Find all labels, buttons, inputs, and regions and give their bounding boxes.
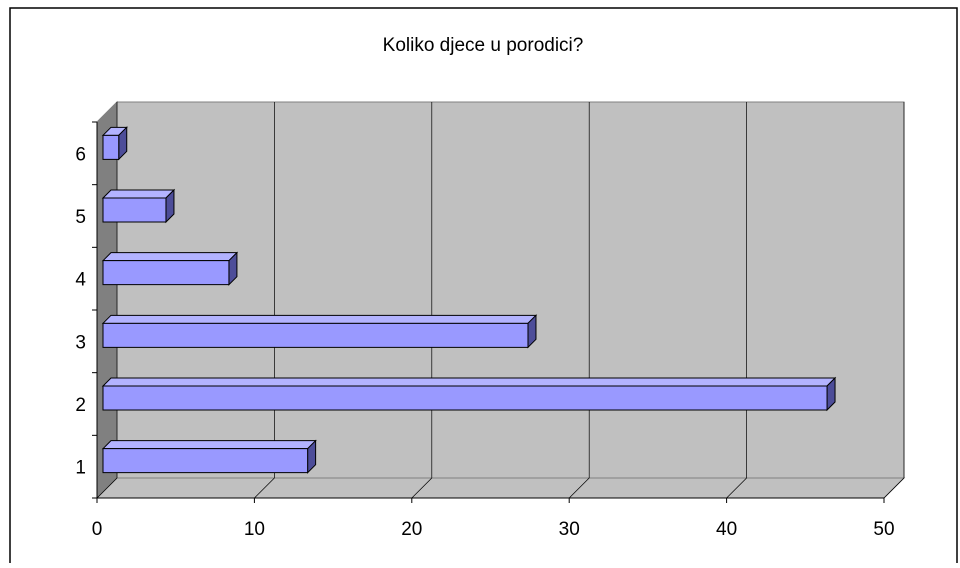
bar-front [102, 134, 120, 160]
bar-top [101, 314, 538, 324]
y-tick-label: 4 [75, 270, 86, 291]
y-tick-label: 3 [75, 332, 86, 353]
bar [101, 439, 317, 474]
floor-grid-line [726, 477, 747, 499]
x-tick-label: 10 [244, 519, 265, 540]
y-tick-label: 1 [75, 458, 86, 479]
x-tick-label: 50 [873, 519, 894, 540]
bar-top [101, 440, 317, 450]
bar [101, 251, 239, 286]
floor-grid-line [254, 477, 275, 499]
x-tick-label: 40 [716, 519, 737, 540]
bar [101, 376, 837, 412]
bar [101, 126, 128, 161]
back-wall [116, 101, 905, 479]
y-tick-label: 6 [75, 144, 86, 165]
x-tick-label: 30 [559, 519, 580, 540]
x-tick-label: 20 [401, 519, 422, 540]
x-tick-label: 0 [92, 519, 103, 540]
bar-top [101, 377, 837, 387]
floor-grid-line [411, 477, 433, 499]
floor-grid-line [883, 477, 905, 499]
chart-title: Koliko djece u porodici? [383, 35, 584, 56]
bar [101, 188, 176, 224]
floor [95, 477, 906, 499]
bar-top [101, 252, 239, 262]
floor-grid-line [96, 477, 118, 499]
bar-front [102, 322, 529, 348]
bar-front [102, 448, 309, 474]
bar-front [102, 197, 167, 223]
y-tick-label: 2 [75, 395, 86, 416]
bar-front [102, 260, 230, 286]
side-wall [96, 100, 118, 500]
bar [101, 314, 538, 349]
floor-grid-line [568, 477, 590, 499]
y-tick-label: 5 [75, 207, 86, 228]
bar-front [102, 385, 828, 411]
bar-top [101, 189, 176, 199]
